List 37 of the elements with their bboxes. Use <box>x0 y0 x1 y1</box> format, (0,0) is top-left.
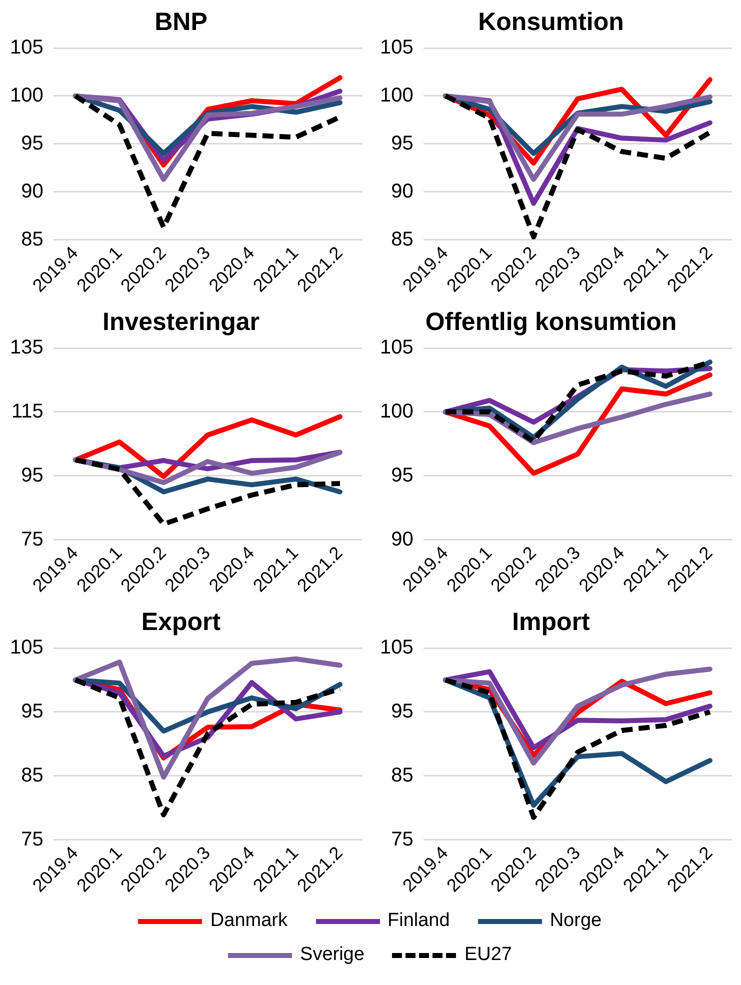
y-tick-label: 105 <box>380 36 414 59</box>
y-tick-label: 95 <box>21 464 44 486</box>
y-tick-label: 95 <box>391 700 414 722</box>
legend-label: EU27 <box>464 944 512 966</box>
chart-title: BNP <box>154 8 208 36</box>
y-tick-label: 95 <box>391 464 414 486</box>
y-tick-label: 85 <box>391 228 414 250</box>
y-tick-label: 95 <box>391 132 414 154</box>
y-tick-label: 75 <box>391 828 414 850</box>
chart-title: Offentlig konsumtion <box>425 308 677 336</box>
y-tick-label: 75 <box>21 528 44 550</box>
y-tick-label: 75 <box>21 828 44 850</box>
y-tick-label: 100 <box>380 400 414 422</box>
y-tick-label: 105 <box>10 36 44 59</box>
y-tick-label: 100 <box>380 84 414 106</box>
legend-label: Norge <box>550 910 602 932</box>
chart-title: Import <box>512 608 591 636</box>
y-tick-label: 95 <box>21 700 44 722</box>
y-tick-label: 85 <box>21 228 44 250</box>
y-tick-label: 90 <box>391 180 414 202</box>
y-tick-label: 85 <box>21 764 44 786</box>
y-tick-label: 85 <box>391 764 414 786</box>
y-tick-label: 95 <box>21 132 44 154</box>
legend-label: Finland <box>388 910 450 932</box>
legend-label: Danmark <box>210 910 288 932</box>
chart-title: Export <box>141 608 222 636</box>
y-tick-label: 105 <box>10 636 44 659</box>
y-tick-label: 105 <box>380 636 414 659</box>
y-tick-label: 105 <box>380 336 414 359</box>
y-tick-label: 90 <box>391 528 414 550</box>
y-tick-label: 115 <box>11 400 44 422</box>
y-tick-label: 100 <box>10 84 44 106</box>
chart-title: Investeringar <box>102 308 260 336</box>
chart-title: Konsumtion <box>478 8 624 36</box>
y-tick-label: 135 <box>10 336 44 359</box>
legend-label: Sverige <box>300 944 364 966</box>
y-tick-label: 90 <box>21 180 44 202</box>
